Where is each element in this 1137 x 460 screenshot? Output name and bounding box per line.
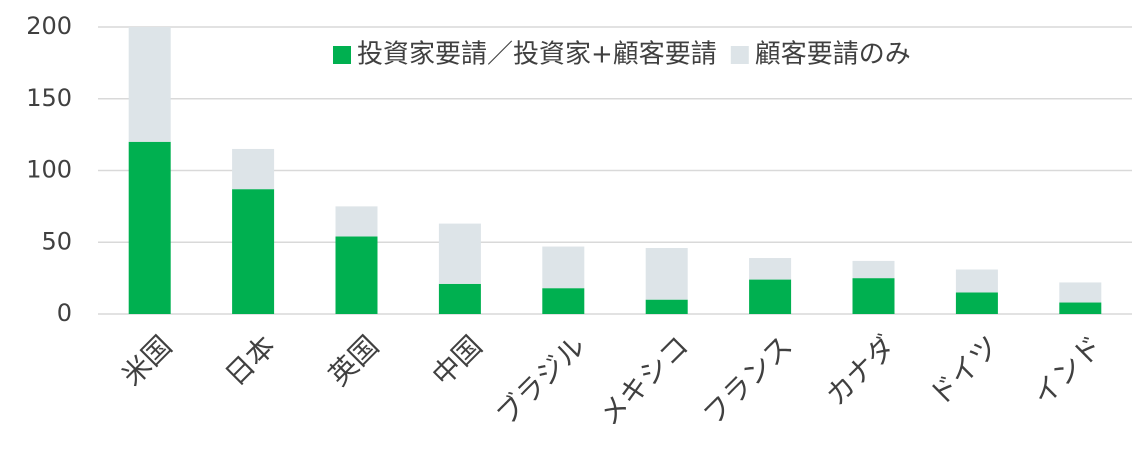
bar: [1059, 302, 1102, 314]
x-tick-label: 日本: [219, 329, 282, 392]
legend-swatch: [333, 46, 351, 64]
bar: [645, 247, 688, 300]
bar: [749, 258, 792, 280]
bar: [1059, 282, 1102, 303]
x-tick-label: ブラジル: [490, 329, 592, 431]
bar: [128, 141, 171, 314]
legend-label: 顧客要請のみ: [755, 40, 911, 70]
x-tick-label: 米国: [115, 329, 178, 392]
y-tick-label: 100: [26, 156, 72, 184]
bar: [128, 27, 171, 142]
bar: [335, 236, 378, 314]
bar: [852, 260, 895, 279]
bar: [542, 288, 585, 314]
bar: [438, 283, 481, 314]
legend-label: 投資家要請／投資家+顧客要請: [357, 40, 717, 70]
x-tick-label: メキシコ: [593, 329, 696, 432]
y-tick-label: 0: [57, 299, 72, 327]
bar: [542, 246, 585, 289]
x-tick-label: 英国: [322, 329, 385, 392]
bar: [645, 299, 688, 314]
bar: [335, 206, 378, 237]
bar: [438, 223, 481, 284]
legend-swatch: [730, 46, 749, 64]
x-tick-label: ドイツ: [923, 329, 1006, 412]
y-tick-label: 150: [26, 84, 72, 112]
x-tick-label: インド: [1026, 329, 1109, 412]
bar: [852, 278, 895, 314]
x-tick-label: フランス: [697, 329, 799, 431]
x-tick-label: カナダ: [819, 329, 902, 412]
bar: [955, 269, 998, 293]
y-tick-label: 50: [41, 227, 72, 255]
bar: [232, 148, 275, 190]
x-tick-label: 中国: [426, 329, 489, 392]
y-tick-label: 200: [26, 12, 72, 40]
bar: [955, 292, 998, 314]
bar: [749, 279, 792, 314]
bar: [232, 189, 275, 314]
